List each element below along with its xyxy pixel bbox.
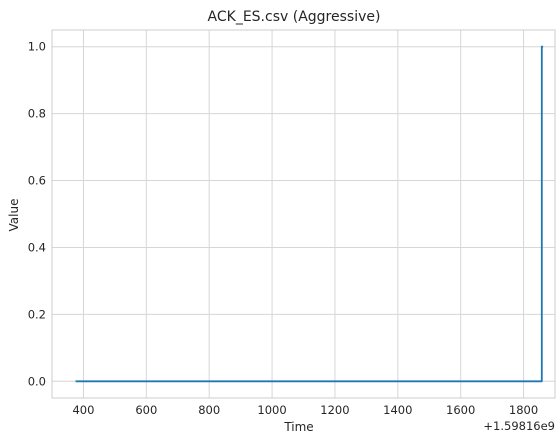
x-tick-label: 1600 [446,403,475,417]
x-axis-label: Time [283,420,313,434]
y-grid [52,46,555,382]
x-tick-label: 1800 [509,403,538,417]
y-tick-label: 0.0 [28,374,46,388]
y-tick-labels: 0.0 0.2 0.4 0.6 0.8 1.0 [28,40,46,389]
y-tick-label: 1.0 [28,40,46,54]
x-tick-label: 1400 [383,403,412,417]
x-grid [82,30,525,398]
x-tick-label: 600 [135,403,157,417]
x-tick-labels: 400 600 800 1000 1200 1400 1600 1800 [72,403,538,417]
y-tick-label: 0.4 [28,240,46,254]
x-tick-label: 800 [198,403,220,417]
y-axis-label: Value [7,199,21,232]
series-layer [75,45,544,383]
y-tick-label: 0.8 [28,107,46,121]
series-line [75,45,544,383]
chart-title: ACK_ES.csv (Aggressive) [208,9,381,25]
x-offset-label: +1.59816e9 [483,419,555,433]
y-tick-label: 0.2 [28,307,46,321]
x-tick-label: 1000 [257,403,286,417]
plot-frame [51,29,556,399]
x-tick-label: 400 [72,403,94,417]
x-tick-label: 1200 [320,403,349,417]
y-tick-label: 0.6 [28,174,46,188]
